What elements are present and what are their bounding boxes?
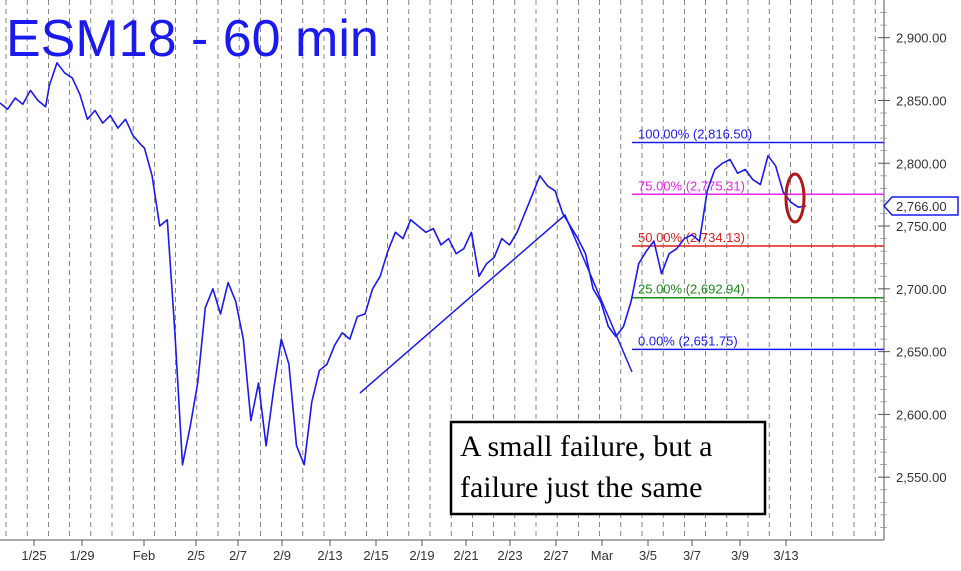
trend-lines [359, 213, 633, 394]
time-tick-label: 2/15 [363, 548, 388, 563]
time-tick-label: Mar [591, 548, 614, 563]
time-tick-label: 1/29 [69, 548, 94, 563]
annotation-frame [449, 420, 767, 516]
price-tick-label: 2,900.00 [896, 31, 947, 46]
time-tick-label: 2/13 [317, 548, 342, 563]
price-tick-label: 2,650.00 [896, 345, 947, 360]
annotation-line-1: A small failure, but a [460, 430, 712, 463]
fib-level-label: 75.00% (2,775.31) [638, 178, 745, 193]
time-tick-label: 3/13 [773, 548, 798, 563]
time-tick-label: 1/25 [21, 548, 46, 563]
price-series-line [0, 61, 807, 466]
time-tick-label: 3/7 [683, 548, 701, 563]
price-tick-label: 2,750.00 [896, 219, 947, 234]
price-tick-label: 2,600.00 [896, 407, 947, 422]
fib-level-label: 0.00% (2,651.75) [638, 333, 738, 348]
fib-level-label: 50.00% (2,734.13) [638, 230, 745, 245]
last-price-badge [882, 196, 959, 216]
fib-level-label: 25.00% (2,692.94) [638, 282, 745, 297]
chart-title: ESM18 - 60 min [6, 10, 379, 68]
fib-level-label: 100.00% (2,816.50) [638, 127, 752, 142]
failure-highlight-ellipse [784, 172, 806, 224]
price-tick-label: 2,800.00 [896, 156, 947, 171]
price-tick-label: 2,700.00 [896, 282, 947, 297]
price-tick-label: 2,850.00 [896, 93, 947, 108]
price-axis: 2,550.00 2,600.00 2,650.00 2,700.00 2,750.00… [878, 12, 947, 528]
time-tick-label: 3/9 [731, 548, 749, 563]
time-tick-label: Feb [133, 548, 155, 563]
time-axis: 1/25 1/29 Feb 2/5 2/7 2/9 2/13 2/15 2/19 2/21 2/23… [21, 540, 799, 563]
price-tick-label: 2,550.00 [896, 470, 947, 485]
last-price-tag: 2,766.00 [882, 196, 959, 216]
annotation-line-2: failure just the same [460, 471, 702, 504]
price-series [0, 61, 807, 466]
last-price-label: 2,766.00 [896, 199, 947, 214]
annotation-box: A small failure, but a failure just the … [449, 420, 767, 516]
time-tick-label: 2/27 [543, 548, 568, 563]
time-tick-label: 2/7 [229, 548, 247, 563]
time-tick-label: 2/9 [273, 548, 291, 563]
time-tick-label: 2/19 [409, 548, 434, 563]
time-tick-label: 3/5 [639, 548, 657, 563]
time-tick-label: 2/21 [453, 548, 478, 563]
fibonacci-levels: 100.00% (2,816.50) 75.00% (2,775.31) 50.00… [632, 127, 884, 351]
pattern-trend-line [359, 213, 633, 394]
time-tick-label: 2/23 [497, 548, 522, 563]
time-tick-label: 2/5 [187, 548, 205, 563]
